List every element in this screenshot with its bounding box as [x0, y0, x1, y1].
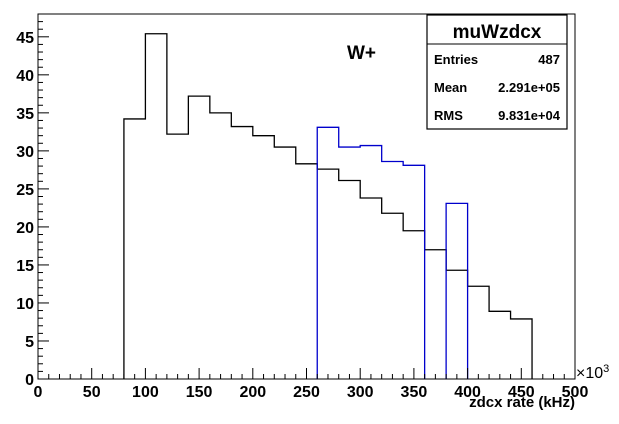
stats-rms-label: RMS [434, 108, 463, 123]
stats-entries-label: Entries [434, 52, 478, 67]
y-tick-label: 10 [16, 296, 34, 313]
y-tick-label: 45 [16, 30, 34, 47]
x-axis-multiplier: ×103 [576, 363, 609, 382]
x-tick-label: 200 [239, 384, 266, 401]
x-tick-label: 450 [508, 384, 535, 401]
x-tick-label: 150 [186, 384, 213, 401]
x-tick-label: 100 [132, 384, 159, 401]
y-tick-label: 40 [16, 68, 34, 85]
x-tick-label: 50 [83, 384, 101, 401]
stats-mean-value: 2.291e+05 [498, 80, 560, 95]
x-tick-label: 300 [347, 384, 374, 401]
y-tick-label: 30 [16, 144, 34, 161]
y-tick-label: 5 [25, 334, 34, 351]
x-tick-label: 250 [293, 384, 320, 401]
y-tick-label: 20 [16, 220, 34, 237]
histogram-series-1 [316, 126, 469, 379]
y-tick-label: 15 [16, 258, 34, 275]
chart-annotation: W+ [347, 43, 376, 64]
stats-box: muWzdcx Entries 487 Mean 2.291e+05 RMS 9… [426, 14, 568, 130]
x-axis-label: zdcx rate (kHz) [469, 394, 575, 411]
y-tick-label: 35 [16, 106, 34, 123]
y-tick-label: 25 [16, 182, 34, 199]
x-tick-label: 400 [454, 384, 481, 401]
y-tick-label: 0 [25, 372, 34, 389]
stats-entries-value: 487 [538, 52, 560, 67]
stats-title: muWzdcx [453, 22, 542, 43]
stats-rms-value: 9.831e+04 [498, 108, 561, 123]
x-tick-label: 350 [401, 384, 428, 401]
x-tick-label: 500 [562, 384, 589, 401]
stats-mean-label: Mean [434, 80, 467, 95]
x-tick-label: 0 [34, 384, 43, 401]
